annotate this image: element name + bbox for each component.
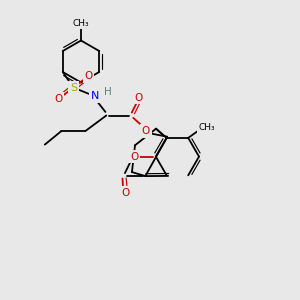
Text: CH₃: CH₃ — [199, 124, 215, 133]
Text: CH₃: CH₃ — [73, 19, 89, 28]
Text: O: O — [54, 94, 62, 104]
Text: O: O — [130, 152, 138, 162]
Text: O: O — [121, 188, 129, 198]
Text: H: H — [103, 87, 111, 98]
Text: O: O — [84, 71, 92, 81]
Text: O: O — [142, 126, 150, 136]
Text: O: O — [134, 92, 142, 103]
Text: N: N — [91, 91, 99, 101]
Text: S: S — [70, 82, 77, 93]
